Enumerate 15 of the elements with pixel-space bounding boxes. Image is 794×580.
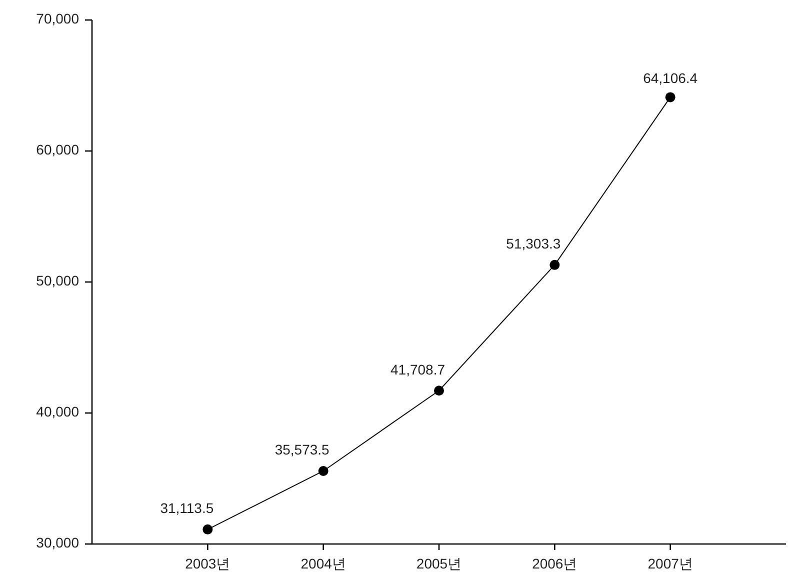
x-tick-label: 2005년 xyxy=(416,556,462,572)
x-tick-label: 2004년 xyxy=(300,556,346,572)
data-label: 41,708.7 xyxy=(390,361,445,378)
y-tick-label: 30,000 xyxy=(36,534,79,551)
data-label: 51,303.3 xyxy=(506,236,561,252)
y-tick-label: 60,000 xyxy=(36,142,79,158)
data-label: 64,106.4 xyxy=(643,70,698,86)
x-tick-label: 2007년 xyxy=(648,556,693,572)
data-label: 31,113.5 xyxy=(160,500,214,516)
y-tick-label: 40,000 xyxy=(36,404,79,420)
data-label: 35,573.5 xyxy=(274,442,330,458)
x-tick-label: 2006년 xyxy=(532,556,578,572)
y-tick-label: 50,000 xyxy=(36,272,79,289)
x-tick-label: 2003년 xyxy=(185,556,230,572)
y-tick-label: 70,000 xyxy=(36,10,79,27)
